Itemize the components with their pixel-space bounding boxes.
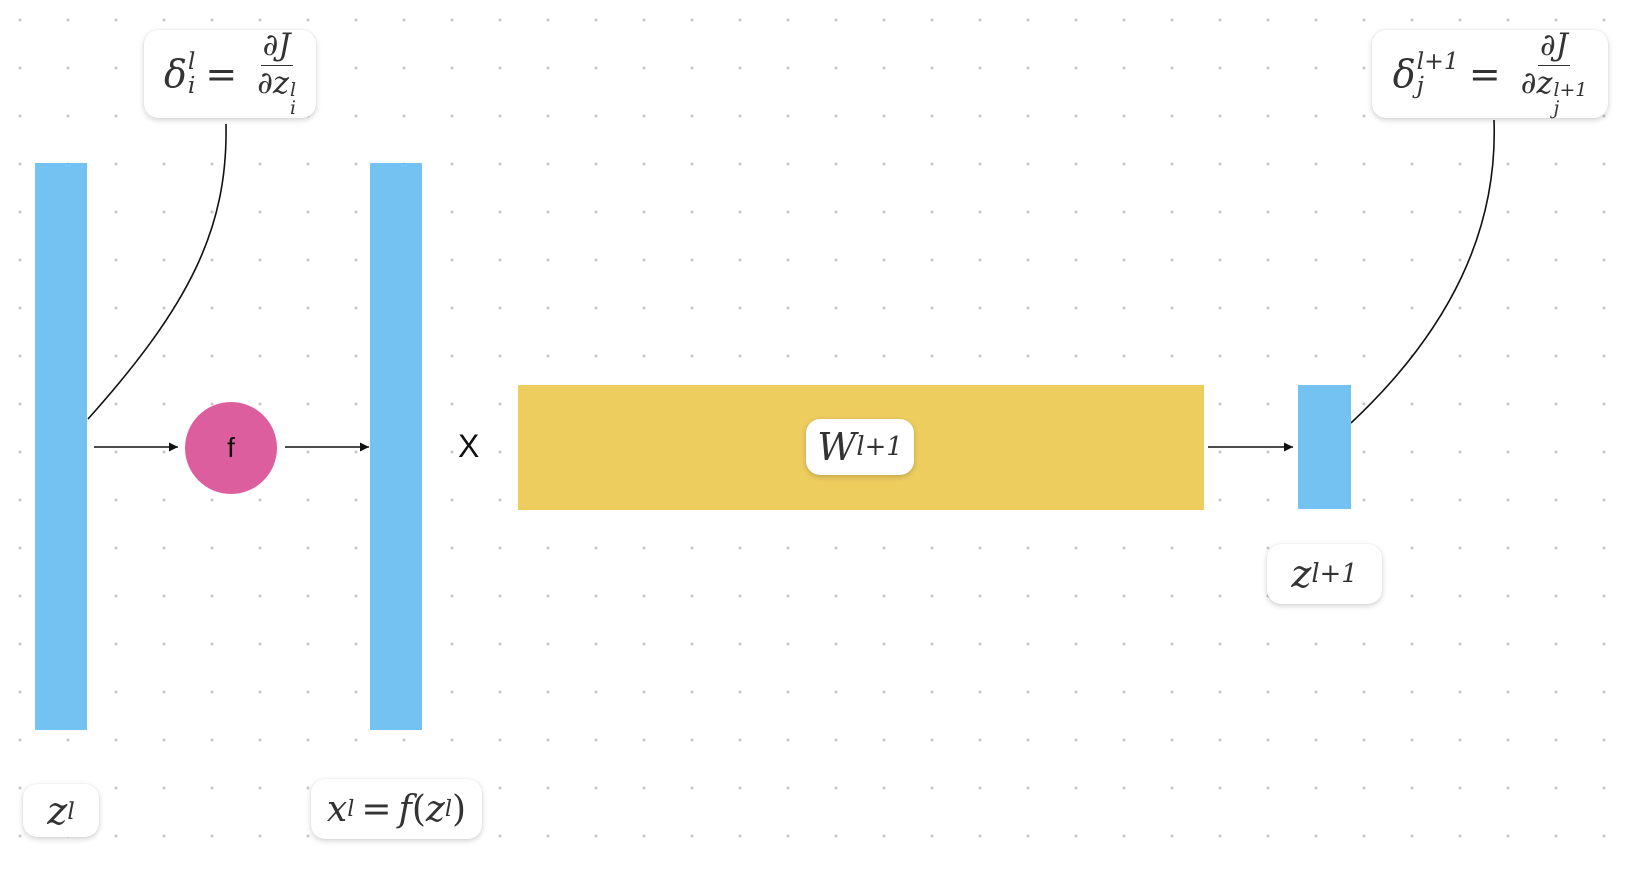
delta-j-symbol: δ [1392, 52, 1416, 96]
multiply-sign: X [458, 428, 480, 464]
x-l-arg-base: z [425, 788, 445, 830]
activation-node: f [185, 402, 277, 494]
delta-j-formula-card: δ l+1 j = ∂J ∂z l+1 j [1372, 28, 1608, 120]
delta-i-sup: l [187, 47, 196, 76]
weight-base: W [817, 425, 857, 469]
z-l-base: z [47, 788, 68, 833]
x-l-eq: = [361, 788, 392, 830]
delta-i-den-base: z [272, 65, 289, 101]
z-l-sup: l [67, 796, 75, 825]
delta-j-den-prefix: ∂ [1520, 65, 1537, 101]
delta-i-formula-card: δ l i = ∂J ∂z l i [144, 28, 316, 120]
delta-i-eq: = [205, 52, 238, 96]
delta-i-den-prefix: ∂ [257, 65, 273, 101]
delta-j-den-base: z [1536, 65, 1553, 101]
delta-j-fraction: ∂J ∂z l+1 j [1520, 28, 1588, 120]
weight-sup: l+1 [856, 432, 903, 462]
x-l-vector-bar [370, 163, 422, 730]
z-next-label-card: z l+1 [1267, 544, 1382, 604]
delta-j-numerator: ∂J [1538, 28, 1570, 66]
x-l-close: ) [452, 788, 467, 830]
curve-delta-j [1350, 119, 1495, 424]
delta-j-den-sup: l+1 [1553, 79, 1588, 101]
delta-i-den-sup: l [289, 79, 297, 101]
activation-label: f [227, 432, 235, 463]
x-l-lhs-sup: l [347, 796, 355, 822]
curve-delta-i [87, 123, 227, 420]
z-next-vector-bar [1298, 385, 1351, 509]
x-l-lhs-base: x [326, 788, 348, 830]
x-l-arg-sup: l [444, 796, 453, 822]
delta-i-numerator: ∂J [260, 28, 293, 66]
delta-i-symbol: δ [163, 52, 187, 96]
z-next-base: z [1291, 552, 1312, 596]
delta-j-den-sub: j [1553, 98, 1560, 120]
x-l-fn: f [398, 788, 412, 830]
delta-i-sub: i [187, 71, 196, 99]
delta-i-den-sub: i [289, 98, 297, 120]
delta-j-eq: = [1468, 52, 1501, 96]
z-next-sup: l+1 [1311, 559, 1358, 589]
x-l-label-card: x l = f(z l) [311, 779, 482, 839]
delta-j-sub: j [1416, 71, 1424, 99]
z-l-vector-bar [35, 163, 87, 730]
delta-i-fraction: ∂J ∂z l i [257, 28, 297, 120]
delta-j-sup: l+1 [1416, 47, 1459, 76]
x-l-open: ( [411, 788, 426, 830]
